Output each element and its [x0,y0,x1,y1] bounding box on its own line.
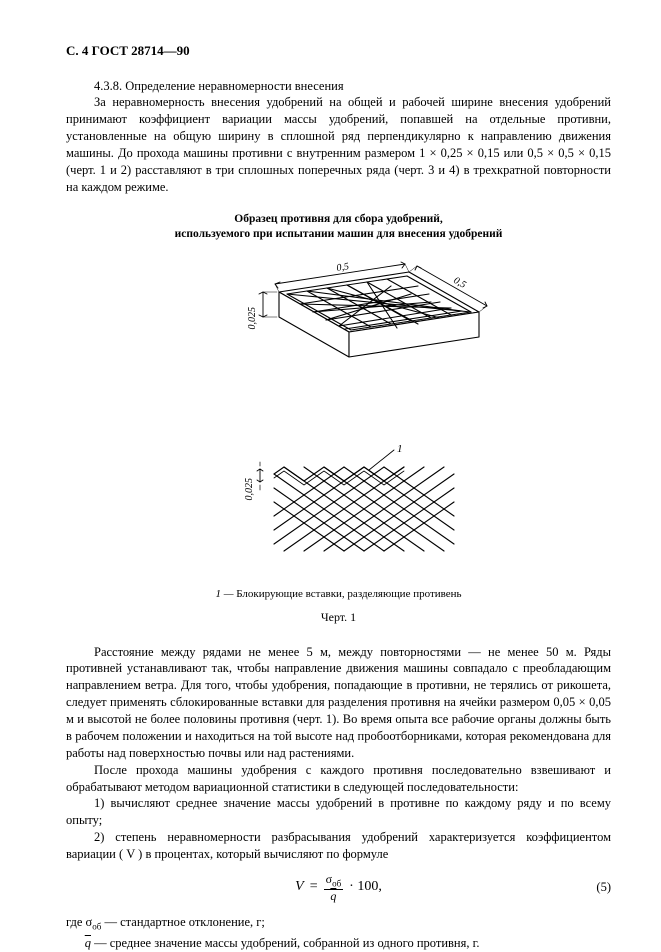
figure-title: Образец противня для сбора удобрений, ис… [66,212,611,242]
figure-caption: 1 — Блокирующие вставки, разделяющие про… [66,587,611,602]
formula-V: V [295,878,304,897]
formula-numerator: σоб [324,873,344,890]
figure-caption-num: 1 — [215,588,233,600]
dim-top-left: 0,5 [335,261,349,274]
figure-insert: 0,025 1 [66,442,611,577]
paragraph-intro: За неравномерность внесения удобрений на… [66,94,611,195]
tray-svg: 0,025 0,5 0,5 [179,252,499,432]
figure-title-line2: используемого при испытании машин для вн… [175,228,503,240]
formula-mult: · 100, [349,878,382,897]
where-line-2: q — среднее значение массы удобрений, со… [66,935,611,952]
insert-label-num: 1 [397,443,403,455]
dim-top-right: 0,5 [451,275,467,291]
insert-svg: 0,025 1 [194,442,484,577]
formula-row: V = σоб q · 100, (5) [66,873,611,902]
figure-title-line1: Образец противня для сбора удобрений, [234,213,442,225]
equation-number: (5) [596,879,611,896]
dim-height: 0,025 [247,307,258,330]
page-header: С. 4 ГОСТ 28714—90 [66,42,611,60]
formula: V = σоб q · 100, [295,873,382,902]
paragraph-2: Расстояние между рядами не менее 5 м, ме… [66,644,611,762]
figure-caption-text: Блокирующие вставки, разделяющие противе… [236,588,461,600]
paragraph-3: После прохода машины удобрения с каждого… [66,762,611,796]
paragraph-4: 1) вычисляют среднее значение массы удоб… [66,795,611,829]
figure-tray: 0,025 0,5 0,5 [66,252,611,432]
formula-eq: = [310,878,318,897]
where-line-1: где σоб — стандартное отклонение, г; [66,914,611,933]
figure-label: Черт. 1 [66,609,611,625]
section-number: 4.3.8. Определение неравномерности внесе… [66,78,611,95]
formula-fraction: σоб q [324,873,344,902]
paragraph-5: 2) степень неравномерности разбрасывания… [66,829,611,863]
formula-denominator: q [328,890,338,903]
dim-insert-height: 0,025 [244,478,255,501]
